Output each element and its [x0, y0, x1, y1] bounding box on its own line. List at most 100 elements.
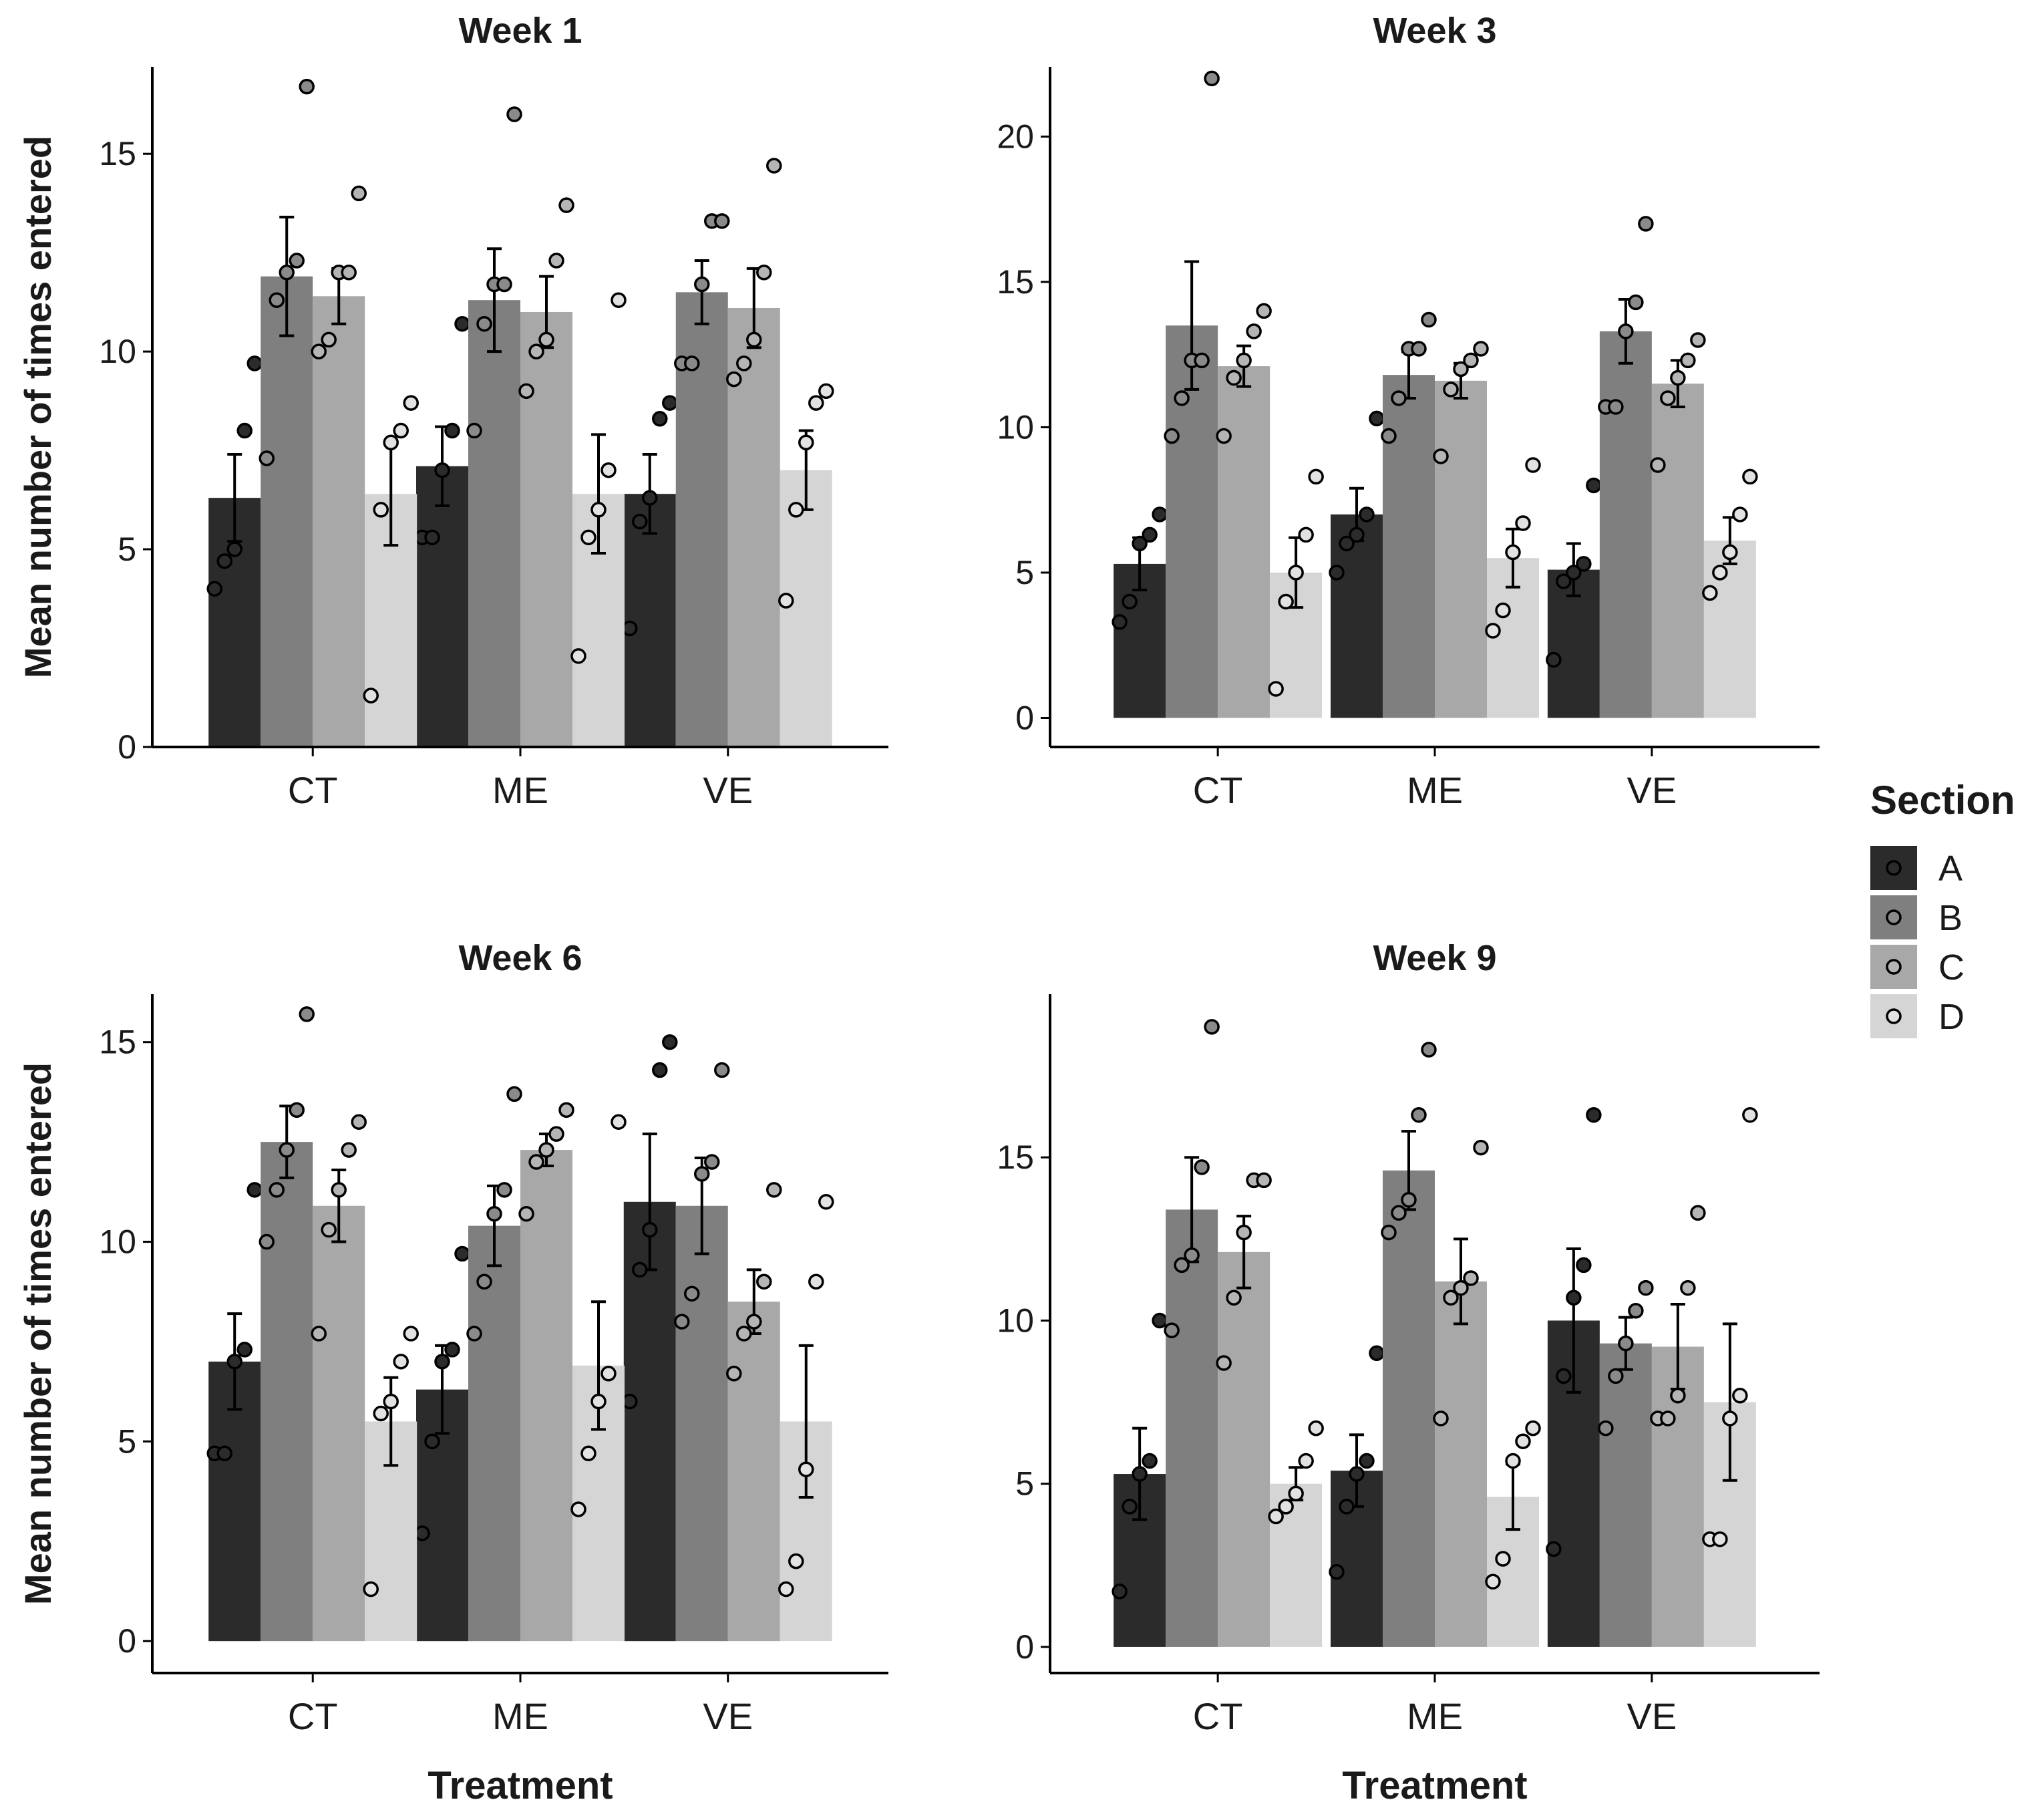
data-point — [1690, 332, 1706, 348]
data-point — [1256, 1172, 1272, 1189]
data-point — [351, 1114, 367, 1130]
data-point — [1670, 369, 1686, 386]
data-point — [1278, 1499, 1294, 1515]
y-tick-label: 5 — [1015, 554, 1034, 591]
data-point — [246, 1182, 263, 1198]
data-point — [652, 1062, 668, 1078]
data-point — [1308, 1420, 1324, 1437]
data-point — [1421, 311, 1437, 328]
data-point — [1349, 1466, 1365, 1482]
bar-B-CT — [1166, 1209, 1218, 1647]
data-point — [1732, 1388, 1748, 1404]
data-point — [1670, 1388, 1686, 1404]
data-point — [1628, 294, 1644, 311]
data-point — [1391, 390, 1407, 406]
data-point — [1122, 1499, 1138, 1515]
data-point — [1712, 1531, 1728, 1547]
data-point — [1525, 457, 1541, 473]
data-point — [1381, 1224, 1397, 1241]
legend-key-point — [1886, 860, 1902, 876]
data-point — [538, 331, 554, 348]
data-point — [1152, 1312, 1168, 1329]
data-point — [1598, 1420, 1614, 1437]
data-point — [299, 78, 315, 95]
bar-A-ME — [1331, 514, 1383, 718]
data-point — [1339, 1499, 1355, 1515]
data-point — [289, 1102, 305, 1118]
error-bar — [1722, 1322, 1737, 1482]
data-point — [1246, 323, 1262, 339]
data-point — [704, 1154, 720, 1170]
data-point — [632, 1261, 648, 1278]
data-point — [1339, 535, 1355, 552]
data-point — [726, 1366, 742, 1382]
data-point — [766, 158, 782, 174]
data-point — [269, 292, 285, 308]
data-point — [590, 1393, 607, 1410]
bar-B-VE — [1599, 1343, 1652, 1647]
data-point — [1443, 382, 1459, 398]
data-point — [506, 106, 522, 122]
data-point — [466, 422, 482, 439]
data-point — [662, 395, 678, 411]
data-point — [1142, 526, 1158, 543]
data-point — [798, 1461, 814, 1477]
error-bar — [1566, 1247, 1581, 1394]
data-point — [1359, 1453, 1375, 1469]
data-point — [1463, 352, 1479, 369]
data-point — [434, 1354, 450, 1370]
data-point — [1660, 390, 1676, 406]
bar-C-CT — [313, 296, 365, 748]
x-tick-label: VE — [1627, 1695, 1677, 1737]
data-point — [601, 1366, 617, 1382]
data-point — [403, 395, 419, 411]
y-tick-label: 15 — [99, 135, 136, 172]
data-point — [1556, 1368, 1572, 1384]
data-point — [1608, 1368, 1624, 1384]
data-point — [632, 513, 648, 530]
error-bar — [591, 433, 606, 555]
panel-3: Week 6 0 5 10 15 CT ME VE Mean number of times e… — [17, 938, 888, 1807]
data-point — [341, 1142, 357, 1158]
data-point — [1226, 1290, 1242, 1306]
data-point — [1463, 1270, 1479, 1286]
data-point — [1546, 1541, 1562, 1557]
data-point — [580, 529, 597, 546]
data-point — [1628, 1303, 1644, 1319]
data-point — [1268, 1508, 1284, 1525]
data-point — [622, 620, 638, 637]
data-point — [1433, 1410, 1449, 1426]
data-point — [1566, 565, 1582, 581]
data-point — [1288, 565, 1304, 581]
bar-B-ME — [1383, 1170, 1435, 1647]
data-point — [466, 1326, 482, 1342]
x-tick-label: CT — [1193, 769, 1243, 811]
y-tick-label: 15 — [997, 263, 1034, 301]
error-bar — [694, 259, 709, 325]
data-point — [1174, 390, 1190, 406]
data-point — [1566, 1290, 1582, 1306]
bar-B-CT — [261, 1142, 313, 1642]
data-point — [414, 1525, 430, 1541]
bar-D-CT — [1270, 1483, 1323, 1647]
data-point — [279, 1142, 295, 1158]
bar-B-VE — [675, 1205, 728, 1642]
data-point — [341, 265, 357, 281]
data-point — [236, 422, 252, 439]
data-point — [788, 502, 804, 518]
data-point — [1369, 1345, 1385, 1362]
data-point — [1586, 477, 1602, 494]
data-point — [570, 648, 586, 664]
bar-B-VE — [1599, 331, 1652, 718]
legend-label: A — [1938, 849, 1963, 889]
data-point — [778, 1581, 794, 1598]
data-point — [1505, 1453, 1521, 1469]
error-bar — [383, 1376, 399, 1467]
data-point — [1122, 593, 1138, 610]
data-point — [558, 1102, 574, 1118]
data-point — [1453, 361, 1469, 378]
panel-title: Week 3 — [1373, 11, 1496, 51]
panel-1: Week 1 0 5 10 15 CT ME VE Mean number of times e… — [17, 11, 888, 811]
data-point — [1638, 216, 1654, 232]
data-point — [383, 434, 399, 451]
